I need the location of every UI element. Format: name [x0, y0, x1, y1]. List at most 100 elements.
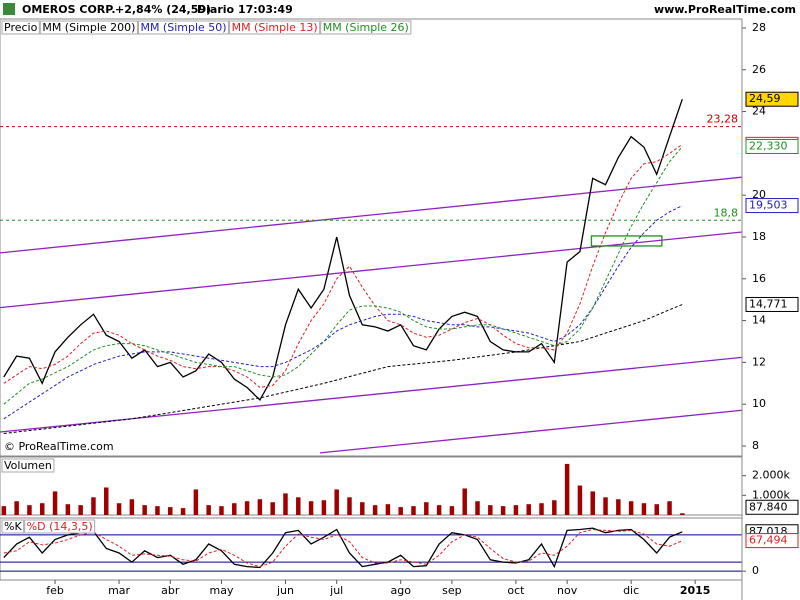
- x-tick-label: sep: [442, 584, 461, 597]
- legend-box: [39, 20, 138, 35]
- volume-bar: [155, 506, 160, 515]
- legend-box: [229, 20, 321, 35]
- volume-bar: [603, 497, 608, 515]
- volume-bar: [52, 491, 58, 515]
- y-tick-label: 18: [752, 230, 766, 243]
- volume-bar: [14, 501, 19, 515]
- level-label: 23,28: [707, 113, 739, 126]
- volume-bar: [65, 504, 71, 515]
- x-tick-label: jul: [329, 584, 343, 597]
- volume-bar: [244, 501, 250, 515]
- legend-box: [320, 20, 412, 35]
- x-tick-label: 2015: [680, 584, 711, 597]
- y-tick-label: 24: [752, 105, 766, 118]
- volume-bar: [168, 507, 173, 515]
- volume-bar: [526, 504, 531, 515]
- last-value-label: 87.840: [749, 500, 788, 513]
- volume-bar: [475, 501, 480, 515]
- series-line: [3, 143, 683, 389]
- series-line: [3, 528, 683, 568]
- x-tick-label: may: [209, 584, 233, 597]
- legend-label: %D (14,3,5): [27, 520, 93, 533]
- volume-bar: [296, 497, 301, 515]
- legend-label: Volumen: [4, 459, 52, 472]
- series-line: [3, 98, 683, 402]
- legend-box: [1, 20, 40, 35]
- y-tick-label: 8: [752, 439, 759, 452]
- time: 17:03:49: [238, 3, 293, 16]
- volume-bar: [104, 487, 109, 515]
- volume-bar: [270, 502, 275, 515]
- legend-box: [1, 458, 55, 473]
- y-tick-label: 1.000k: [752, 488, 790, 501]
- site: www.ProRealTime.com: [654, 3, 796, 16]
- level-label: 18,8: [714, 206, 739, 219]
- y-tick-label: 2.000k: [752, 469, 790, 482]
- header-icon: [3, 3, 15, 15]
- legend-label: MM (Simple 13): [232, 21, 318, 34]
- volume-bar: [1, 506, 7, 515]
- series-line: [3, 205, 683, 420]
- last-value-box: [745, 198, 799, 214]
- volume-bar: [360, 502, 365, 515]
- volume-bar: [488, 505, 493, 515]
- x-tick-label: nov: [557, 584, 578, 597]
- x-tick-label: mar: [108, 584, 130, 597]
- copyright: © ProRealTime.com: [4, 440, 114, 453]
- y-tick-label: 20: [752, 188, 766, 201]
- volume-bar: [667, 501, 672, 515]
- volume-bar: [321, 500, 327, 515]
- legend-label: MM (Simple 26): [323, 21, 409, 34]
- legend-box: [24, 519, 96, 534]
- volume-bar: [500, 506, 506, 515]
- change: +2,84% (24,59): [115, 3, 211, 16]
- volume-bar: [680, 513, 685, 515]
- x-tick-label: oct: [507, 584, 525, 597]
- volume-bar: [616, 499, 621, 515]
- series-line: [3, 146, 683, 405]
- volume-bar: [219, 506, 224, 515]
- y-tick-label: 28: [752, 21, 766, 34]
- trend-line: [319, 409, 743, 454]
- volume-bar: [552, 500, 557, 515]
- volume-bar: [129, 499, 135, 515]
- volume-bar: [347, 497, 352, 515]
- y-tick-label: 26: [752, 63, 766, 76]
- last-value-box: [745, 91, 799, 107]
- legend-label: MM (Simple 50): [140, 21, 226, 34]
- x-tick-label: abr: [161, 584, 180, 597]
- series-layer: [3, 98, 683, 434]
- volume-bar: [436, 505, 442, 515]
- legend-box: [137, 20, 230, 35]
- volume-bar: [462, 488, 467, 515]
- last-value-box: [745, 499, 799, 515]
- last-value-box: [745, 533, 799, 549]
- volume-bar: [193, 489, 199, 515]
- plot-layer: feb mar abr may jun jul ago sep oct nov dic 2015 8 10…: [0, 19, 799, 600]
- last-value-box: [745, 138, 799, 154]
- header: OMEROS CORP. +2,84% (24,59) Diario 17:03…: [3, 3, 796, 16]
- volume-bar: [40, 503, 45, 515]
- last-value-label: 14,771: [749, 297, 788, 310]
- volume-bar: [654, 504, 659, 515]
- volume-bar: [424, 502, 429, 515]
- trend-line: [0, 176, 743, 254]
- volume-bar: [334, 489, 339, 515]
- volume-bar: [283, 493, 288, 515]
- last-value-label: 67,494: [749, 534, 788, 547]
- series-layer: [3, 527, 683, 569]
- x-tick-label: feb: [46, 584, 64, 597]
- volume-bar: [628, 501, 634, 515]
- y-tick-label: 12: [752, 355, 766, 368]
- volume-bar: [398, 507, 403, 515]
- legend-label: %K: [4, 520, 22, 533]
- volume-bar: [78, 505, 83, 515]
- symbol-title: OMEROS CORP.: [22, 3, 116, 16]
- volume-bar: [513, 505, 519, 515]
- volume-bar: [411, 506, 416, 515]
- volume-bar: [372, 505, 378, 515]
- volume-bar: [577, 485, 583, 515]
- volume-bar: [232, 503, 237, 515]
- volume-bar: [116, 503, 122, 515]
